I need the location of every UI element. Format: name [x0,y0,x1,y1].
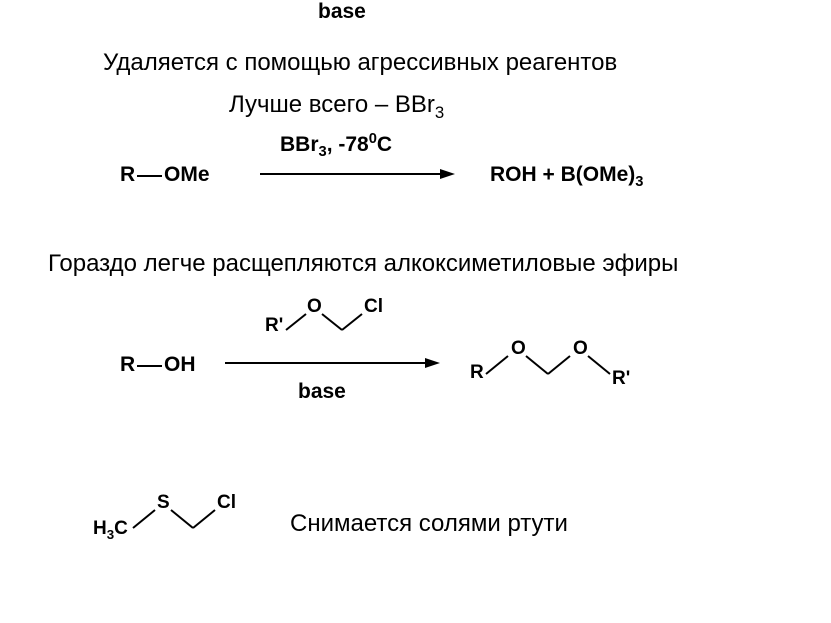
bond-r-oh [137,365,162,369]
rxn2-prod-O2: O [573,338,588,360]
rxn1-right: ROH + B(OMe)3 [490,163,643,187]
rxn2-reagent-O: O [307,296,322,318]
rxn2-reagent-Cl: Cl [364,296,383,318]
rxn1-right-sub: 3 [635,174,643,190]
text-best-bbr3-a: Лучше всего – BBr [229,91,435,118]
rxn2-arrow [225,355,440,371]
rxn2-reagent-Rprime: R' [265,315,283,337]
rxn1-left-R: R [120,163,135,187]
text-mercury-salts: Снимается солями ртути [290,510,568,538]
rxn2-left-R: R [120,353,135,377]
rxn1-arrow [260,166,455,182]
struct-Cl: Cl [217,492,236,514]
rxn2-base: base [298,380,346,404]
rxn1-cond-sup: 0 [369,131,377,147]
text-best-bbr3-sub: 3 [435,103,444,122]
text-aggressive-reagents: Удаляется с помощью агрессивных реагенто… [103,49,617,77]
rxn1-cond-c: C [377,133,392,156]
struct-h3c-H: H [93,518,107,539]
rxn1-cond-sub: 3 [319,144,327,160]
struct-h3c-C: C [114,518,128,539]
rxn1-conditions: BBr3, -780C [280,133,392,157]
text-best-bbr3: Лучше всего – BBr3 [229,91,444,119]
rxn2-prod-Rprime: R' [612,368,630,390]
rxn1-cond-temp: , -78 [327,133,369,156]
rxn2-prod-O1: O [511,338,526,360]
rxn2-prod-R: R [470,362,484,384]
rxn1-cond-bbr: BBr [280,133,319,156]
rxn1-right-main: ROH + B(OMe) [490,163,635,186]
struct-h3c: H3C [93,518,128,540]
struct-S: S [157,492,170,514]
rxn2-left-OH: OH [164,353,196,377]
text-alkoxymethyl-ethers: Гораздо легче расщепляются алкоксиметило… [48,250,678,278]
bond-r-ome [137,175,162,179]
rxn1-left-OMe: OMe [164,163,210,187]
label-base-top: base [318,0,366,24]
